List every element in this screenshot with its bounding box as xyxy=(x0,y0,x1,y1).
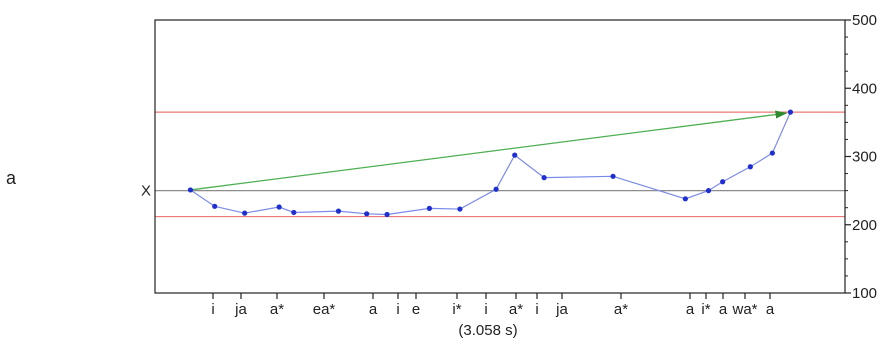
plot-border xyxy=(154,19,846,294)
data-point-14 xyxy=(610,173,616,179)
data-point-15 xyxy=(682,196,688,202)
x-tick-label-16: a xyxy=(719,301,728,318)
data-point-5 xyxy=(291,209,297,216)
x-tick-label-3: a* xyxy=(270,301,284,318)
x-tick-label-12: ja xyxy=(555,301,568,318)
plot-frame xyxy=(154,19,846,294)
x-tick-label-17: wa* xyxy=(731,301,757,318)
data-point-12 xyxy=(512,152,518,158)
data-point-9 xyxy=(426,205,433,211)
x-axis: i ja a* ea* a i e i* i a* i ja a* a i* a wa* a(3.058 s) xyxy=(211,293,775,339)
x-tick-label-14: a xyxy=(686,301,695,318)
y-axis: 100 200 300 400 500 xyxy=(845,12,877,302)
x-tick-label-8: i* xyxy=(452,301,461,318)
data-point-3 xyxy=(242,210,248,216)
trend-arrow-line xyxy=(190,110,788,191)
x-tick-label-11: i xyxy=(535,301,538,318)
x-tick-label-4: ea* xyxy=(313,301,336,318)
data-point-8 xyxy=(384,211,390,218)
data-point-19 xyxy=(769,150,775,156)
x-tick-label-18: a xyxy=(766,301,775,318)
data-point-2 xyxy=(212,203,218,209)
data-point-10 xyxy=(457,206,463,212)
x-tick-label-7: e xyxy=(412,301,420,318)
data-point-1 xyxy=(187,187,194,193)
y-tick-label-200: 200 xyxy=(852,217,877,234)
reference-line: X xyxy=(141,183,845,200)
x-tick-label-9: i xyxy=(484,301,487,318)
band-lines xyxy=(155,111,845,218)
y-tick-label-100: 100 xyxy=(852,285,877,302)
x-tick-label-10: a* xyxy=(509,301,523,318)
data-point-17 xyxy=(720,179,726,185)
data-point-6 xyxy=(335,208,342,214)
pitch-series xyxy=(187,109,794,218)
data-point-11 xyxy=(493,186,499,192)
data-point-16 xyxy=(705,188,712,194)
x-tick-label-15: i* xyxy=(701,301,710,318)
data-point-18 xyxy=(747,164,753,170)
trend-arrow xyxy=(190,110,788,191)
y-tick-label-400: 400 xyxy=(852,80,877,97)
x-tick-label-1: i xyxy=(211,301,214,318)
y-tick-label-300: 300 xyxy=(852,149,877,166)
data-point-20 xyxy=(787,109,794,115)
data-point-4 xyxy=(276,204,282,210)
series-line-1 xyxy=(190,111,792,216)
x-tick-label-13: a* xyxy=(614,301,628,318)
y-tick-label-500: 500 xyxy=(852,12,877,29)
x-tick-label-6: i xyxy=(396,301,399,318)
data-point-7 xyxy=(364,211,370,217)
x-tick-label-5: a xyxy=(369,301,378,318)
duration-label: (3.058 s) xyxy=(458,322,517,339)
panel-label: a xyxy=(6,168,17,188)
x-tick-label-2: ja xyxy=(234,301,247,318)
data-point-13 xyxy=(541,175,547,181)
reference-line-label: X xyxy=(141,183,151,200)
